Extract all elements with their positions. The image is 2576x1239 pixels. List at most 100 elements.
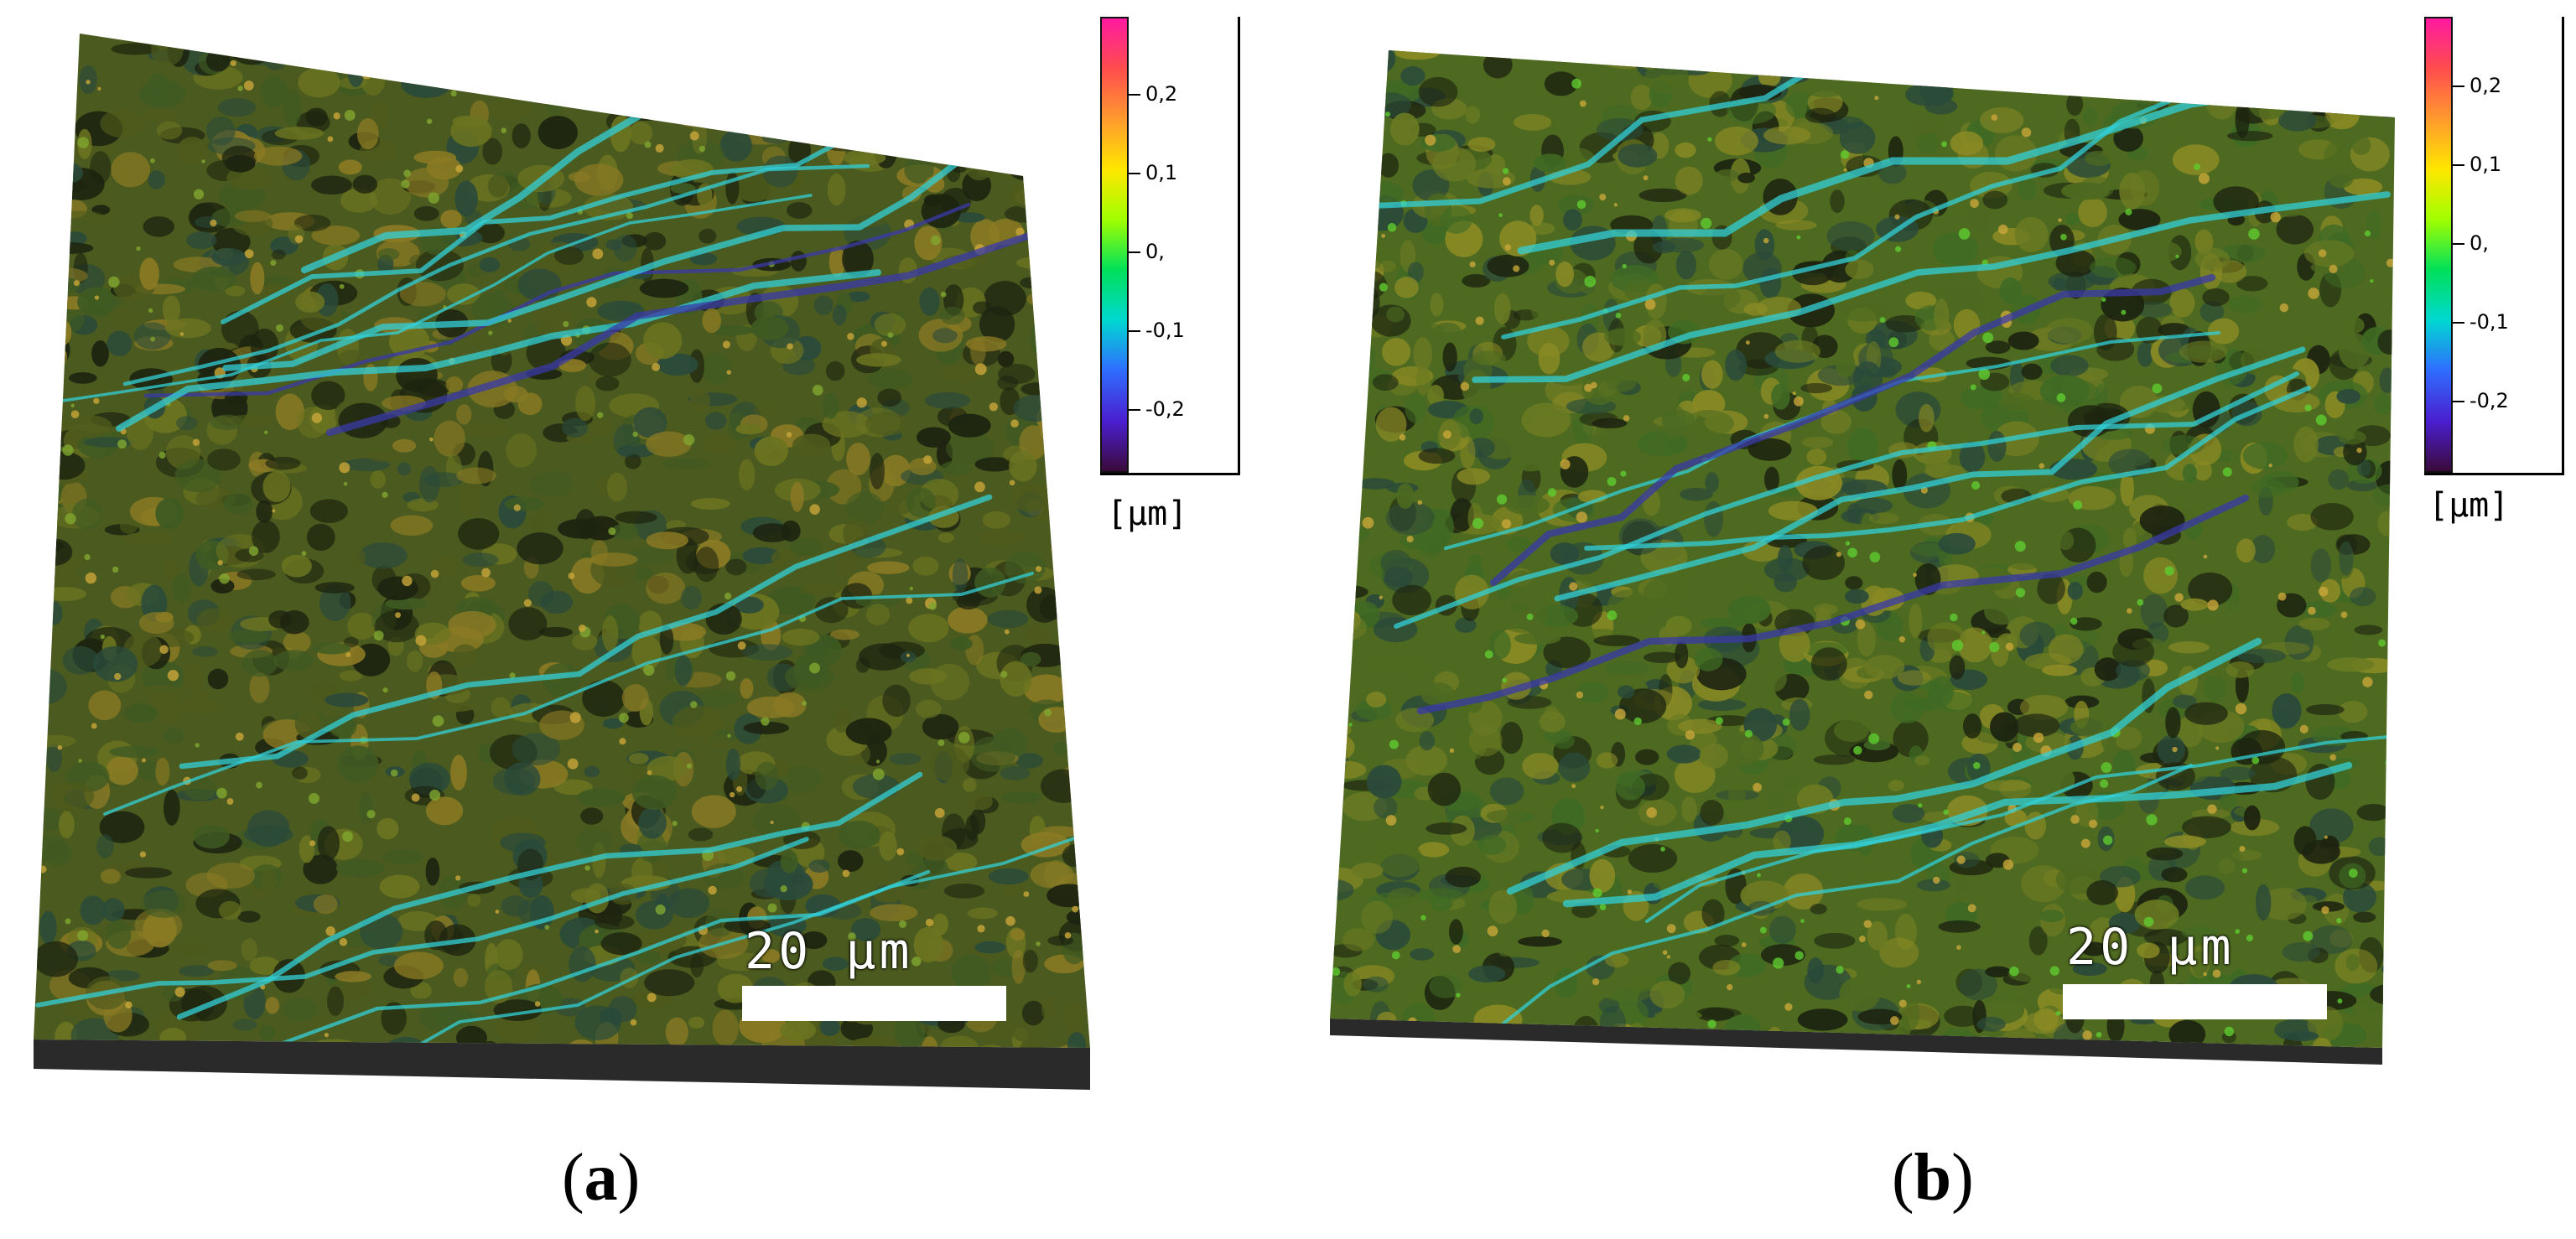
surface-highlight (914, 106, 921, 112)
tick-mark (1129, 330, 1140, 332)
surface-grain (385, 597, 428, 610)
surface-highlight (1044, 708, 1052, 717)
surface-highlight (872, 768, 885, 780)
surface-grain (1775, 220, 1817, 231)
surface-grain (756, 98, 781, 113)
surface-grain (1938, 549, 1953, 568)
surface-highlight (2318, 249, 2327, 257)
surface-highlight (112, 566, 119, 573)
surface-grain (1344, 112, 1366, 135)
surface-grain (91, 340, 109, 367)
surface-highlight (2362, 677, 2373, 687)
surface-grain (1400, 65, 1426, 86)
surface-highlight (1362, 516, 1374, 529)
surface-grain (454, 180, 478, 216)
surface-grain (754, 436, 788, 466)
surface-grain (1760, 944, 1805, 966)
surface-grain (1027, 129, 1075, 141)
surface-grain (1557, 194, 1595, 215)
surface-grain (1826, 220, 1875, 251)
surface-grain (780, 850, 798, 874)
surface-grain (257, 34, 293, 57)
surface-highlight (647, 770, 652, 775)
surface-highlight (415, 635, 427, 646)
surface-grain (301, 44, 326, 70)
surface-grain (1998, 392, 2035, 412)
surface-grain (1914, 755, 1930, 766)
surface-grain (218, 900, 242, 920)
surface-highlight (726, 370, 732, 375)
surface-highlight (1379, 283, 1388, 292)
surface-grain (750, 316, 789, 340)
surface-grain (210, 578, 235, 594)
surface-highlight (342, 831, 353, 842)
surface-grain (786, 202, 813, 219)
surface-highlight (1941, 141, 1948, 148)
surface-grain (675, 108, 711, 127)
surface-grain (191, 267, 236, 292)
surface-grain (207, 668, 229, 690)
surface-highlight (1600, 806, 1604, 810)
surface-grain (34, 277, 59, 288)
surface-grain (601, 615, 619, 652)
surface-grain (428, 701, 476, 713)
surface-highlight (809, 662, 821, 674)
surface-grain (1678, 718, 1722, 734)
surface-grain (1363, 976, 1389, 993)
surface-grain (657, 353, 699, 376)
surface-grain (505, 496, 544, 511)
surface-grain (250, 262, 265, 295)
surface-grain (43, 122, 69, 154)
surface-grain (1330, 760, 1367, 780)
surface-grain (1005, 129, 1054, 146)
surface-highlight (1399, 434, 1406, 441)
surface-grain (1010, 1019, 1054, 1044)
surface-highlight (39, 865, 47, 874)
surface-highlight (1456, 993, 1461, 998)
surface-grain (979, 306, 1015, 343)
surface-grain (249, 956, 281, 975)
surface-grain (1802, 436, 1834, 448)
surface-grain (378, 954, 400, 967)
surface-grain (399, 282, 446, 307)
surface-highlight (523, 599, 532, 607)
surface-grain (974, 567, 1006, 598)
colorbar-tick-label: 0,1 (2470, 153, 2502, 176)
surface-highlight (345, 652, 351, 657)
surface-grain (1714, 126, 1758, 156)
surface-grain (2328, 168, 2354, 189)
surface-grain (2021, 865, 2066, 903)
surface-grain (1334, 630, 1352, 656)
surface-highlight (1986, 50, 1993, 54)
surface-grain (207, 960, 237, 972)
surface-grain (1892, 50, 1908, 71)
surface-grain (873, 887, 904, 903)
surface-grain (2305, 703, 2345, 716)
surface-grain (298, 67, 340, 98)
surface-highlight (1367, 91, 1379, 104)
surface-grain (1712, 960, 1741, 976)
surface-grain (45, 242, 94, 254)
surface-highlight (201, 159, 205, 163)
surface-highlight (2235, 929, 2241, 934)
surface-highlight (767, 903, 777, 913)
surface-grain (2309, 925, 2353, 955)
surface-grain (2033, 765, 2075, 795)
surface-grain (396, 357, 438, 392)
surface-grain (503, 45, 538, 59)
surface-grain (2282, 1033, 2303, 1048)
surface-grain (56, 210, 105, 222)
surface-grain (461, 422, 511, 438)
surface-highlight (1607, 476, 1617, 486)
surface-highlight (1584, 383, 1592, 392)
surface-grain (2144, 929, 2188, 946)
surface-highlight (1381, 233, 1385, 238)
surface-grain (2368, 837, 2391, 857)
surface-grain (1041, 997, 1056, 1021)
surface-grain (952, 557, 969, 594)
surface-grain (402, 877, 418, 893)
surface-grain (1715, 168, 1739, 182)
surface-grain (1342, 552, 1358, 581)
surface-grain (34, 716, 49, 740)
surface-grain (1763, 126, 1811, 145)
